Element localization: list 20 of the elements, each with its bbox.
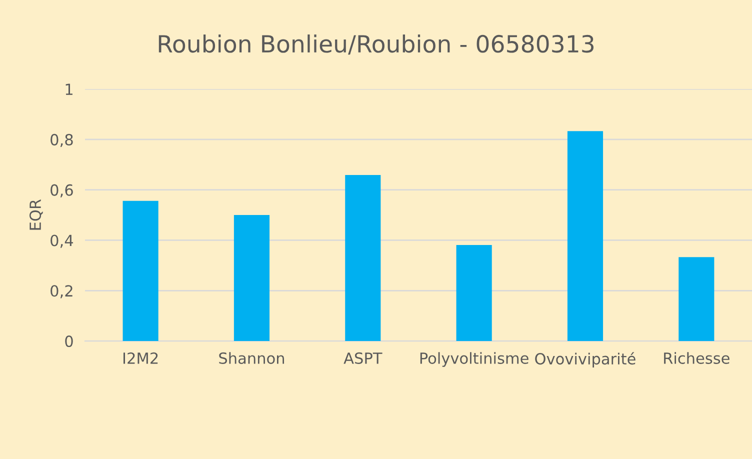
x-tick-label: Polyvoltinisme — [420, 352, 528, 367]
x-tick-label: Richesse — [664, 352, 730, 364]
bar — [567, 131, 604, 342]
x-tick-label: I2M2 — [123, 352, 158, 364]
y-tick-label: 0,4 — [50, 234, 74, 248]
bar — [678, 257, 714, 342]
bar — [122, 200, 158, 342]
bar — [234, 215, 270, 342]
x-tick-label: Shannon — [219, 352, 284, 364]
bar — [345, 174, 381, 342]
y-tick-label: 1 — [66, 84, 72, 95]
x-tick-label: ASPT — [344, 352, 382, 364]
y-tick-label: 0 — [65, 336, 73, 348]
y-tick-label: 0,8 — [50, 134, 73, 148]
bar — [456, 245, 492, 342]
x-tick-label: Ovoviviparité — [535, 352, 636, 368]
chart-title: Roubion Bonlieu/Roubion - 06580313 — [158, 34, 594, 55]
y-axis-title: EQR — [29, 199, 43, 230]
y-tick-label: 0,6 — [50, 184, 73, 198]
y-tick-label: 0,2 — [50, 285, 72, 298]
